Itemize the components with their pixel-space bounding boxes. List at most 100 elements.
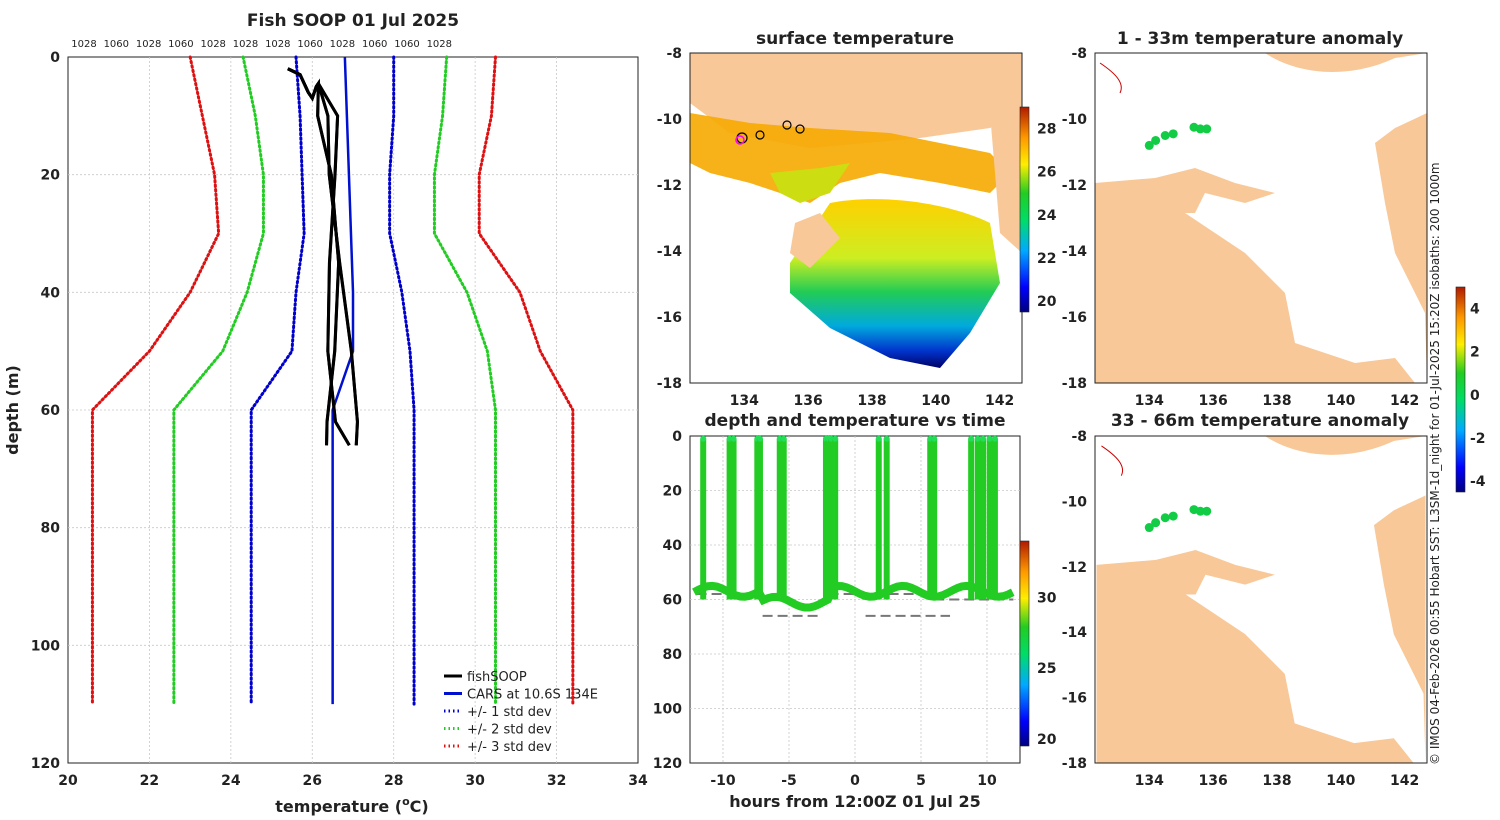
map-x-tick: 142	[1390, 773, 1419, 789]
time-y-tick: 20	[663, 484, 683, 500]
anomaly-shallow-frame	[1094, 52, 1428, 384]
time-title: depth and temperature vs time	[705, 411, 1006, 431]
map-y-tick: -14	[1062, 244, 1088, 260]
colorbar-tick: 2	[1470, 345, 1480, 361]
fishsoop-profile-line	[287, 67, 359, 446]
anomaly-shallow-points	[1144, 122, 1212, 150]
cast-surface-point	[974, 435, 981, 442]
legend-entry: fishSOOP	[467, 670, 527, 685]
anomaly-point	[1202, 506, 1212, 516]
profile-y-tick: 60	[41, 403, 61, 419]
profile-grid	[68, 57, 638, 763]
colorbar-tick: -4	[1470, 474, 1486, 490]
bottom-record-band	[692, 581, 1015, 612]
anomaly-point	[1202, 124, 1212, 134]
map-y-tick: -10	[1062, 494, 1088, 510]
cast-surface-point	[968, 435, 975, 442]
std-lower-line-1	[249, 55, 306, 706]
map-y-tick: -8	[666, 46, 682, 62]
colorbar-tick: 22	[1037, 251, 1056, 267]
profile-title: Fish SOOP 01 Jul 2025	[247, 11, 459, 31]
colorbar-tick: 24	[1037, 208, 1057, 224]
anomaly-shallow-map	[1095, 53, 1427, 383]
profile-panel: Fish SOOP 01 Jul 2025 1028 1060 1028 1060 10…	[3, 11, 648, 816]
time-x-tick: 10	[977, 773, 997, 789]
cast-surface-point	[931, 435, 938, 442]
colorbar-tick: 0	[1470, 388, 1480, 404]
map-x-tick: 138	[857, 393, 886, 409]
map-x-tick: 136	[1198, 393, 1227, 409]
map-x-tick: 140	[1326, 393, 1355, 409]
anomaly-point	[1195, 124, 1205, 134]
density-label: 1060	[297, 39, 322, 50]
cast-surface-point	[780, 435, 787, 442]
anomaly-point	[1168, 511, 1178, 521]
profile-y-tick: 100	[31, 638, 60, 654]
map-x-tick: 136	[1198, 773, 1227, 789]
profile-x-tick: 22	[140, 773, 159, 789]
anomaly-colorbar-ticks: 4 2 0 -2 -4	[1470, 302, 1486, 491]
cast-surface-point	[730, 435, 737, 442]
cast-surface-point	[883, 435, 890, 442]
anomaly-deep-title: 33 - 66m temperature anomaly	[1111, 411, 1409, 431]
profile-x-tick: 26	[303, 773, 322, 789]
cast-surface-point	[832, 435, 839, 442]
colorbar-tick: -2	[1470, 431, 1486, 447]
map-x-tick: 140	[1326, 773, 1355, 789]
colorbar-tick: 28	[1037, 122, 1056, 138]
density-label: 1060	[104, 39, 129, 50]
map-x-tick: 134	[1135, 393, 1164, 409]
cast-surface-point	[986, 435, 993, 442]
time-y-tick: 40	[663, 538, 683, 554]
map-x-tick: 140	[921, 393, 950, 409]
std-upper-line-2	[432, 55, 497, 706]
legend-entry: +/- 3 std dev	[467, 740, 552, 755]
anomaly-point	[1160, 513, 1170, 523]
time-y-tick: 100	[653, 702, 682, 718]
cast-surface-point	[875, 435, 882, 442]
map-y-tick: -16	[1062, 691, 1087, 707]
time-colorbar-ticks: 20 25 30	[1037, 591, 1057, 748]
map-x-tick: 142	[985, 393, 1014, 409]
map-y-tick: -18	[657, 376, 682, 392]
map-y-tick: -10	[657, 112, 683, 128]
density-label: 1028	[200, 39, 225, 50]
sst-colorbar	[1019, 106, 1030, 313]
time-x-tick: -5	[781, 773, 797, 789]
colorbar-tick: 4	[1470, 302, 1480, 318]
profile-y-label: depth (m)	[3, 365, 22, 455]
profile-lines	[90, 55, 575, 706]
cast-surface-point	[980, 435, 987, 442]
map-y-tick: -12	[657, 178, 682, 194]
density-label: 1060	[168, 39, 193, 50]
map-x-tick: 134	[730, 393, 759, 409]
anomaly-shallow-ticks: 134 136 138 140 142 -8 -10 -12 -14 -16 -18	[1062, 46, 1420, 409]
anomaly-shallow-panel: 1 - 33m temperature anomaly 134 136 138 140…	[1062, 29, 1428, 409]
colorbar-tick: 25	[1037, 661, 1056, 677]
std-upper-line-3	[477, 55, 575, 706]
sst-map-panel: surface temperature 134 136 138 140 142 -8 -10…	[657, 29, 1057, 409]
sst-map-marker	[782, 120, 792, 130]
map-y-tick: -12	[1062, 560, 1087, 576]
anomaly-deep-ticks: 134 136 138 140 142 -8 -10 -12 -14 -16 -18	[1062, 429, 1420, 789]
anomaly-point	[1168, 129, 1178, 139]
anomaly-colorbar	[1455, 286, 1466, 493]
profile-x-tick: 28	[384, 773, 403, 789]
sst-map-marker	[795, 124, 805, 134]
map-y-tick: -8	[1071, 429, 1087, 445]
time-x-tick: -10	[710, 773, 736, 789]
cast-surface-point	[756, 435, 763, 442]
density-label: 1028	[71, 39, 96, 50]
sst-map-ticks: 134 136 138 140 142 -8 -10 -12 -14 -16 -18	[657, 46, 1015, 409]
colorbar-tick: 20	[1037, 294, 1057, 310]
density-label: 1028	[427, 39, 452, 50]
sst-map-marker-current	[735, 135, 745, 145]
density-label: 1060	[362, 39, 387, 50]
profile-x-tick: 30	[465, 773, 485, 789]
density-label: 1028	[265, 39, 290, 50]
anomaly-deep-frame	[1094, 435, 1428, 764]
time-series	[692, 435, 1015, 617]
cars-profile-line	[331, 56, 355, 705]
